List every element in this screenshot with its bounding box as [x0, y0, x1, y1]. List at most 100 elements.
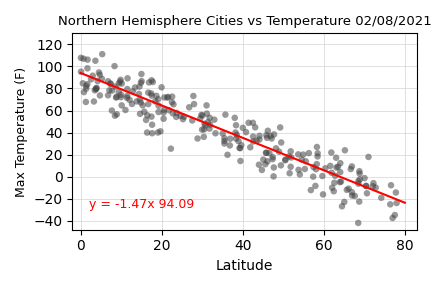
Point [118, 103, 125, 108]
Point [270, 174, 277, 179]
Point [92, 58, 99, 63]
Point [138, 72, 145, 76]
Point [170, 102, 177, 107]
Point [235, 139, 242, 143]
Point [205, 120, 212, 124]
Point [372, 185, 379, 190]
Point [356, 171, 363, 176]
Point [270, 165, 277, 170]
Point [77, 56, 84, 60]
Point [129, 89, 136, 94]
Point [124, 94, 131, 98]
Point [322, 166, 329, 170]
Point [227, 137, 234, 141]
Point [288, 155, 295, 160]
Point [89, 73, 96, 78]
Point [253, 139, 260, 143]
Point [198, 113, 205, 117]
Point [310, 174, 317, 179]
Point [330, 189, 337, 194]
Point [212, 131, 219, 136]
Point [80, 90, 87, 94]
Point [250, 134, 257, 139]
Point [139, 103, 146, 108]
Point [349, 164, 356, 169]
Point [286, 171, 293, 176]
Point [148, 93, 155, 98]
Point [232, 123, 239, 128]
Point [155, 110, 162, 114]
Point [149, 131, 156, 136]
Point [83, 86, 89, 91]
Point [362, 183, 369, 188]
Point [250, 139, 257, 144]
Point [92, 87, 99, 92]
Point [328, 150, 335, 155]
Point [341, 200, 348, 204]
Point [161, 95, 168, 100]
Point [270, 132, 277, 137]
Point [339, 204, 346, 209]
X-axis label: Latitude: Latitude [216, 259, 273, 273]
Point [233, 132, 240, 137]
Point [333, 156, 340, 160]
Point [107, 81, 114, 86]
Point [201, 122, 208, 126]
Point [238, 143, 245, 147]
Point [256, 137, 263, 142]
Point [320, 192, 327, 197]
Point [300, 152, 307, 157]
Point [345, 186, 352, 191]
Point [200, 134, 207, 139]
Point [129, 102, 136, 106]
Point [356, 169, 363, 173]
Point [152, 99, 159, 104]
Point [155, 97, 162, 102]
Point [165, 95, 172, 99]
Point [337, 180, 343, 184]
Point [115, 90, 122, 94]
Point [203, 103, 210, 108]
Point [221, 136, 228, 141]
Point [355, 181, 362, 186]
Point [177, 113, 184, 118]
Point [314, 151, 321, 156]
Point [356, 199, 363, 204]
Point [115, 81, 122, 86]
Point [222, 112, 229, 117]
Point [199, 113, 206, 118]
Point [256, 134, 263, 138]
Point [105, 93, 111, 98]
Point [145, 102, 152, 106]
Point [124, 76, 131, 81]
Point [168, 100, 175, 105]
Point [308, 188, 314, 192]
Point [108, 108, 115, 113]
Point [199, 127, 206, 132]
Point [90, 99, 97, 104]
Point [203, 111, 210, 116]
Title: Northern Hemisphere Cities vs Temperature 02/08/2021: Northern Hemisphere Cities vs Temperatur… [58, 15, 432, 28]
Point [314, 154, 321, 159]
Point [206, 115, 213, 120]
Point [327, 164, 334, 168]
Point [314, 145, 321, 149]
Point [118, 92, 124, 97]
Point [141, 109, 148, 114]
Point [144, 113, 151, 118]
Point [84, 82, 91, 86]
Point [391, 213, 398, 217]
Point [236, 146, 243, 150]
Point [337, 179, 344, 184]
Point [319, 174, 326, 178]
Point [313, 167, 320, 172]
Point [79, 81, 86, 86]
Point [393, 201, 400, 205]
Point [106, 88, 113, 93]
Point [91, 88, 98, 93]
Text: y = -1.47x 94.09: y = -1.47x 94.09 [89, 198, 194, 211]
Point [302, 159, 309, 164]
Point [136, 84, 143, 89]
Point [146, 80, 152, 85]
Point [111, 113, 118, 118]
